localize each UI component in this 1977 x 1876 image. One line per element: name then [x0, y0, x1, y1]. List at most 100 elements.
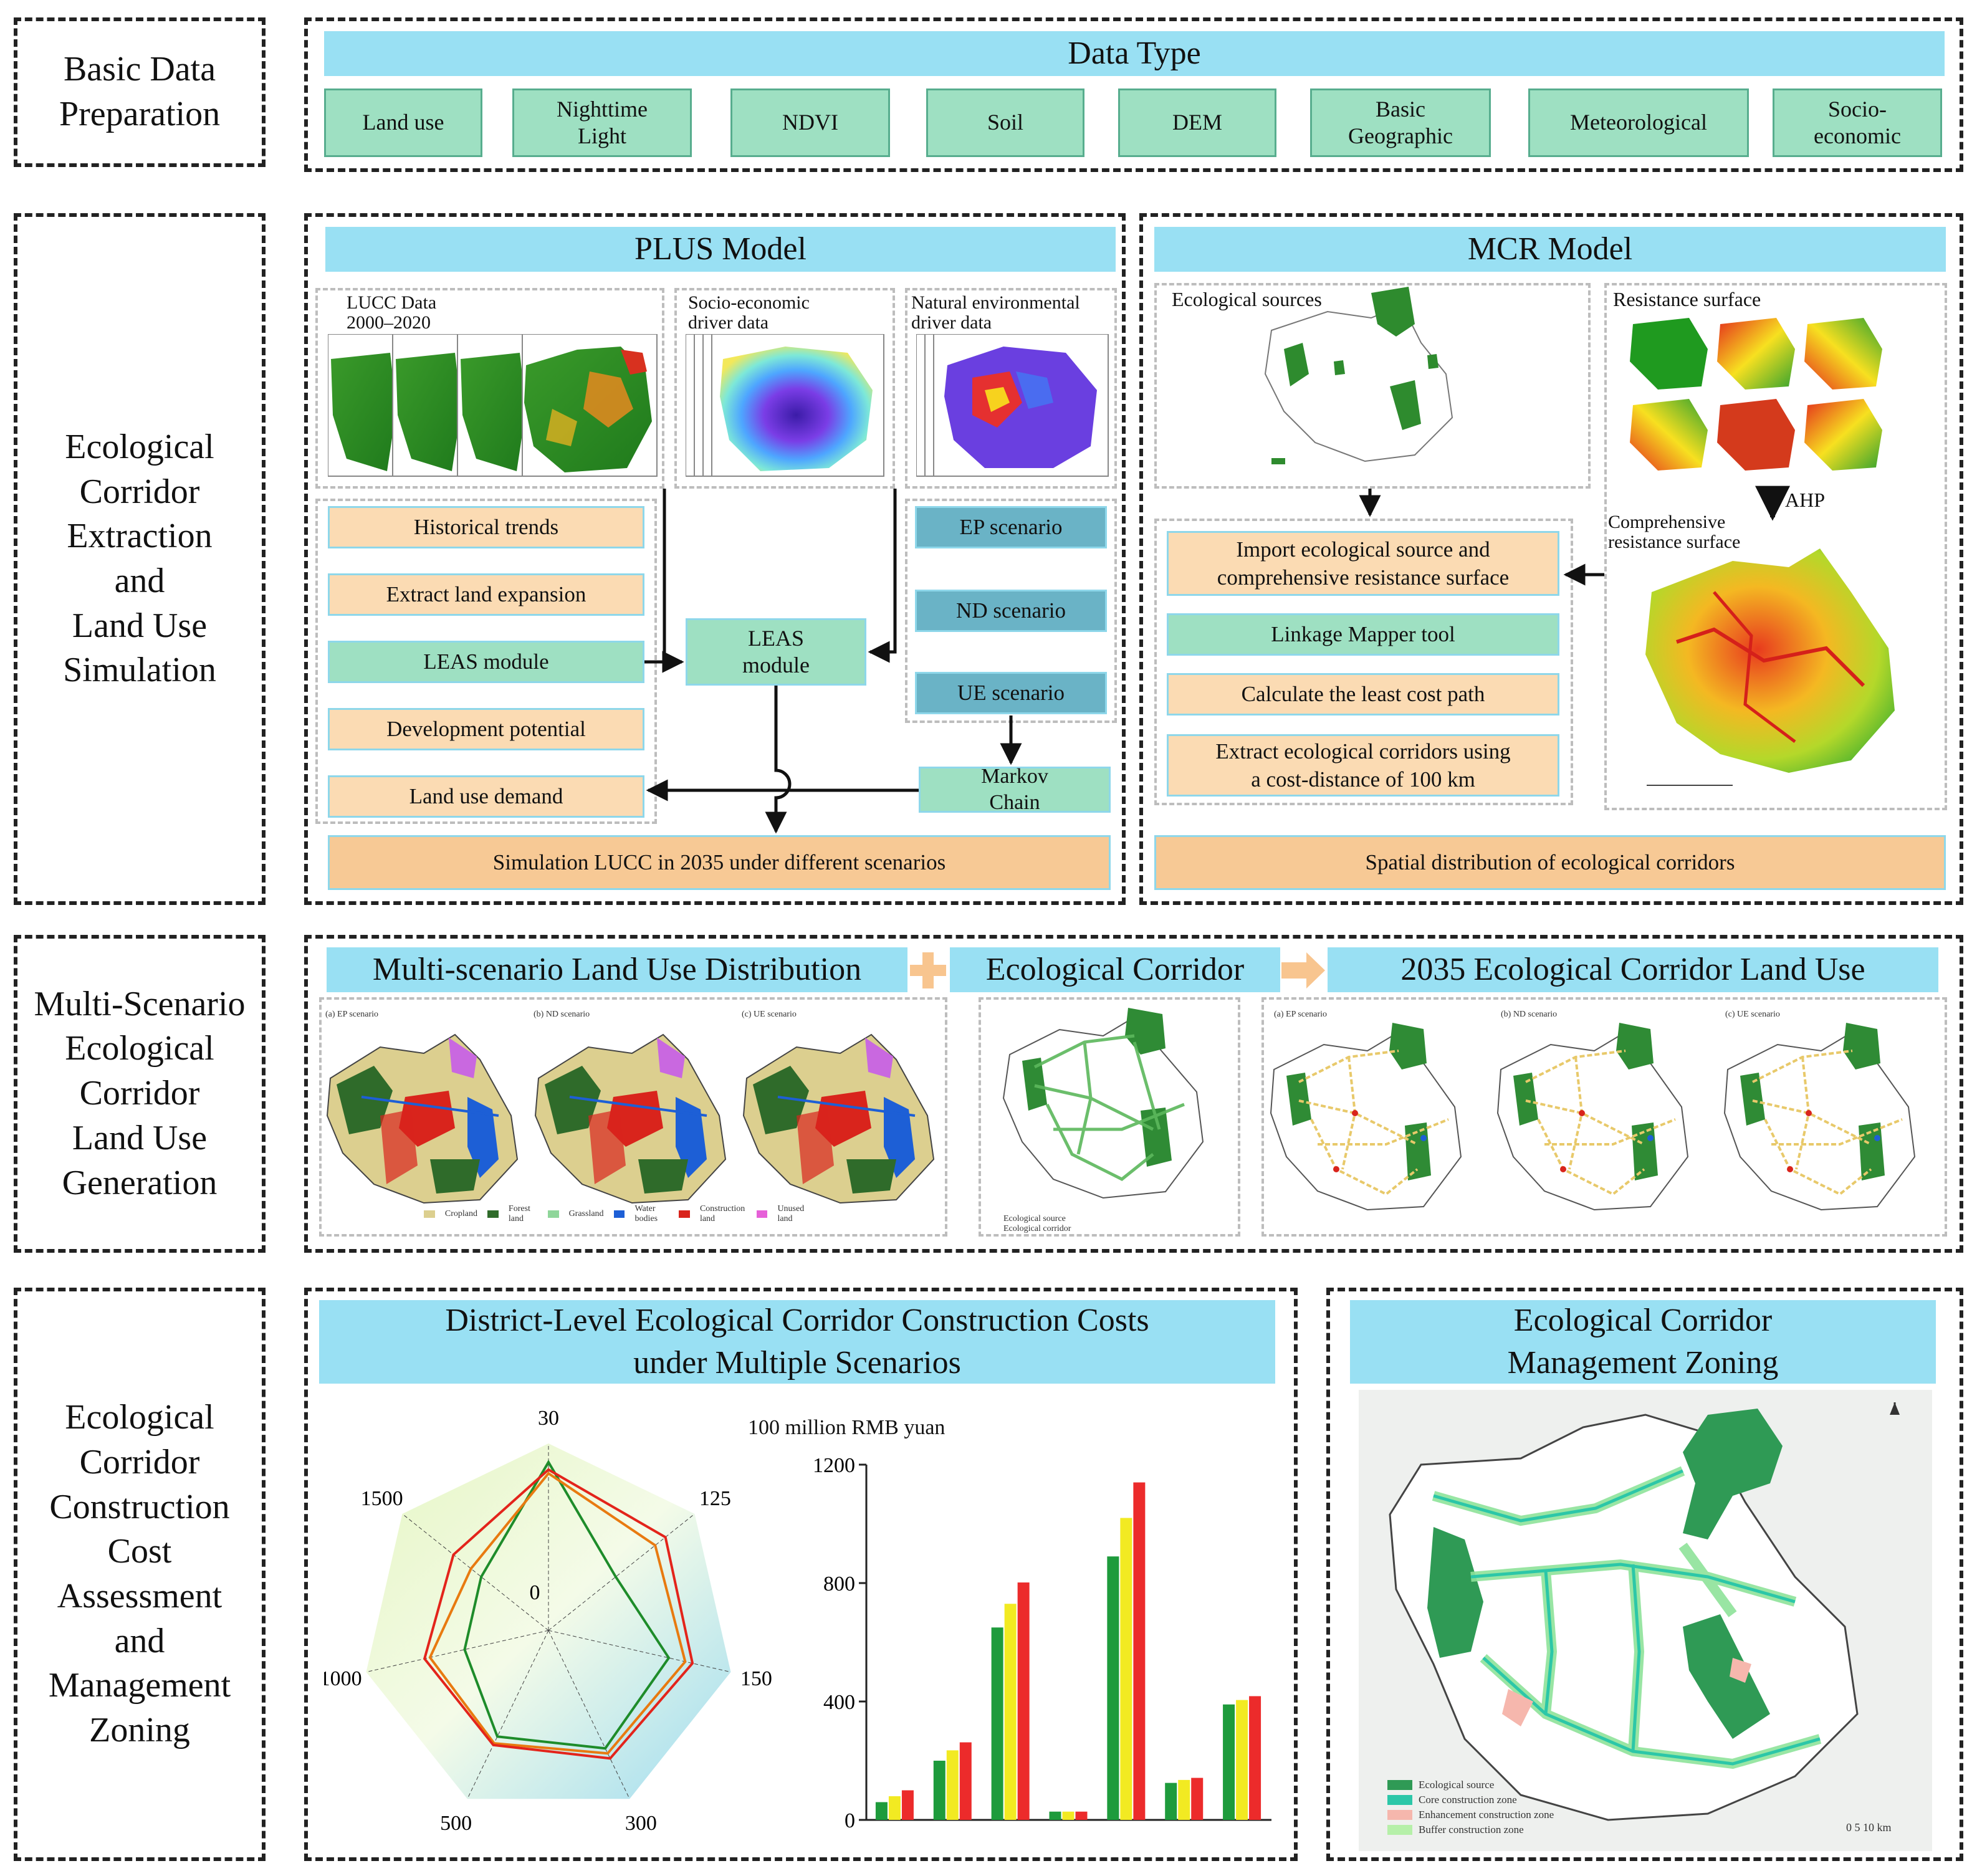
map2035-label-ep: (a) EP scenario — [1274, 1010, 1327, 1019]
map2035-label-ue: (c) UE scenario — [1725, 1010, 1780, 1019]
bar-y-tick-label: 400 — [823, 1691, 855, 1714]
data-item-nighttime-light: Nighttime Light — [512, 89, 692, 157]
bar-nd-scenario-3 — [1004, 1604, 1017, 1820]
zoning-panel — [1326, 1288, 1963, 1861]
map-label-ue: (c) UE scenario — [742, 1010, 797, 1019]
zoning-scale-label: 0 5 10 km — [1846, 1821, 1892, 1834]
legend-label: Grassland — [568, 1209, 604, 1218]
resistance-box — [1604, 283, 1947, 810]
zoning-title-text: Ecological Corridor Management Zoning — [1507, 1303, 1779, 1381]
row-multi-scenario: Multi-Scenario Ecological Corridor Land … — [14, 935, 266, 1253]
step-leas-module: LEAS module — [328, 641, 644, 683]
resistance-scale-bar — [1647, 785, 1733, 786]
data-item-label: DEM — [1172, 110, 1222, 135]
step-extract-land-expansion: Extract land expansion — [328, 573, 644, 616]
land-use-legend: Cropland Forest land Grassland Water bod… — [424, 1204, 810, 1223]
natural-driver-box — [905, 288, 1117, 489]
plus-model-title: PLUS Model — [325, 227, 1116, 272]
mcr-model-title: MCR Model — [1154, 227, 1946, 272]
step-label: Development potential — [386, 717, 586, 742]
bar-bars-group — [875, 1482, 1261, 1820]
row-multi-scenario-label: Multi-Scenario Ecological Corridor Land … — [34, 984, 246, 1202]
mcr-steps-box — [1154, 519, 1573, 805]
data-item-soil: Soil — [926, 89, 1084, 157]
radar-axis-label: 1500 — [361, 1487, 403, 1510]
legend-label: Forest land — [508, 1204, 530, 1223]
radar-series-group — [423, 1460, 694, 1760]
radar-axis-label: 150 — [740, 1667, 772, 1690]
step-label: Extract land expansion — [386, 582, 586, 607]
bar-y-tick-label: 0 — [845, 1809, 855, 1832]
data-item-label: Meteorological — [1570, 110, 1707, 135]
multi-title-eco-corridor: Ecological Corridor — [950, 947, 1280, 992]
step-label: Extract ecological corridors using a cos… — [1215, 739, 1511, 792]
cost-title-text: District-Level Ecological Corridor Const… — [445, 1303, 1149, 1381]
socio-driver-box — [674, 288, 895, 489]
lucc-data-box — [315, 288, 664, 489]
radar-axis-label: 500 — [440, 1812, 472, 1835]
data-item-land-use: Land use — [324, 89, 482, 157]
step-import-source: Import ecological source and comprehensi… — [1167, 531, 1559, 596]
radar-series-nd-scenario — [428, 1472, 687, 1755]
data-item-label: Basic Geographic — [1348, 96, 1453, 148]
zoning-legend: Ecological source Core construction zone… — [1387, 1778, 1554, 1837]
step-label: Linkage Mapper tool — [1271, 622, 1455, 646]
data-item-label: Land use — [362, 110, 444, 135]
bar-ep-scenario-2 — [933, 1761, 945, 1820]
comprehensive-resistance-label: Comprehensive resistance surface — [1608, 512, 1741, 552]
step-linkage-mapper: Linkage Mapper tool — [1167, 613, 1559, 656]
socio-driver-thumbnail — [686, 334, 884, 477]
lucc-data-label: LUCC Data 2000–2020 — [347, 292, 437, 333]
legend-swatch — [756, 1210, 768, 1218]
multi-title-text: Multi-scenario Land Use Distribution — [372, 952, 862, 988]
data-type-title: Data Type — [324, 31, 1945, 76]
row-extraction: Ecological Corridor Extraction and Land … — [14, 213, 266, 905]
resistance-label: Resistance surface — [1613, 288, 1761, 310]
plus-output-box: Simulation LUCC in 2035 under different … — [328, 835, 1111, 890]
multi-title-text: 2035 Ecological Corridor Land Use — [1400, 952, 1865, 988]
data-item-label: NDVI — [782, 110, 838, 135]
step-extract-corridors: Extract ecological corridors using a cos… — [1167, 734, 1559, 797]
bar-ue-scenario-7 — [1249, 1696, 1261, 1820]
bar-ue-scenario-6 — [1191, 1778, 1204, 1820]
zoning-legend-label: Buffer construction zone — [1419, 1824, 1524, 1835]
radar-labels-group: 30 125 150 300 500 1000 1500 0 — [324, 1407, 772, 1835]
corridor-map-box — [979, 997, 1240, 1237]
bar-y-tick-label: 800 — [823, 1572, 855, 1596]
bar-nd-scenario-5 — [1120, 1518, 1132, 1820]
legend-swatch — [487, 1210, 499, 1218]
data-item-socio-economic: Socio- economic — [1773, 89, 1942, 157]
step-label: Calculate the least cost path — [1241, 682, 1485, 707]
zoning-legend-swatch — [1387, 1795, 1412, 1805]
scenario-label: ND scenario — [956, 598, 1066, 623]
natural-driver-label: Natural environmental driver data — [911, 292, 1080, 333]
bar-nd-scenario-7 — [1236, 1700, 1248, 1820]
radar-series-ep-scenario — [463, 1460, 671, 1750]
mcr-output-label: Spatial distribution of ecological corri… — [1365, 850, 1735, 874]
data-type-panel — [304, 17, 1963, 172]
scenario-ep: EP scenario — [915, 506, 1107, 548]
bar-axes: 0 400 800 1200 — [813, 1454, 1271, 1832]
multi-title-land-use: Multi-scenario Land Use Distribution — [327, 947, 907, 992]
row-cost-assessment-label: Ecological Corridor Construction Cost As… — [48, 1398, 231, 1750]
data-type-title-text: Data Type — [1068, 36, 1201, 72]
bar-nd-scenario-6 — [1178, 1779, 1190, 1820]
zoning-map — [1359, 1390, 1932, 1851]
scenario-label: UE scenario — [957, 681, 1065, 705]
legend-label: Unused land — [777, 1204, 805, 1223]
bar-y-tick-label: 1200 — [813, 1454, 855, 1477]
land-use-maps-box — [319, 997, 947, 1237]
data-item-label: Socio- economic — [1814, 96, 1901, 148]
zoning-legend-label: Core construction zone — [1419, 1794, 1517, 1806]
scenario-nd: ND scenario — [915, 590, 1107, 632]
legend-swatch — [424, 1210, 435, 1218]
legend-swatch — [679, 1210, 690, 1218]
data-item-dem: DEM — [1118, 89, 1276, 157]
legend-label: Water bodies — [634, 1204, 658, 1223]
data-item-basic-geographic: Basic Geographic — [1310, 89, 1491, 157]
zoning-title: Ecological Corridor Management Zoning — [1350, 1300, 1936, 1384]
row-basic-data-label: Basic Data Preparation — [59, 50, 221, 133]
data-item-meteorological: Meteorological — [1528, 89, 1749, 157]
map2035-label-nd: (b) ND scenario — [1501, 1010, 1558, 1019]
legend-label: Construction land — [699, 1204, 745, 1223]
